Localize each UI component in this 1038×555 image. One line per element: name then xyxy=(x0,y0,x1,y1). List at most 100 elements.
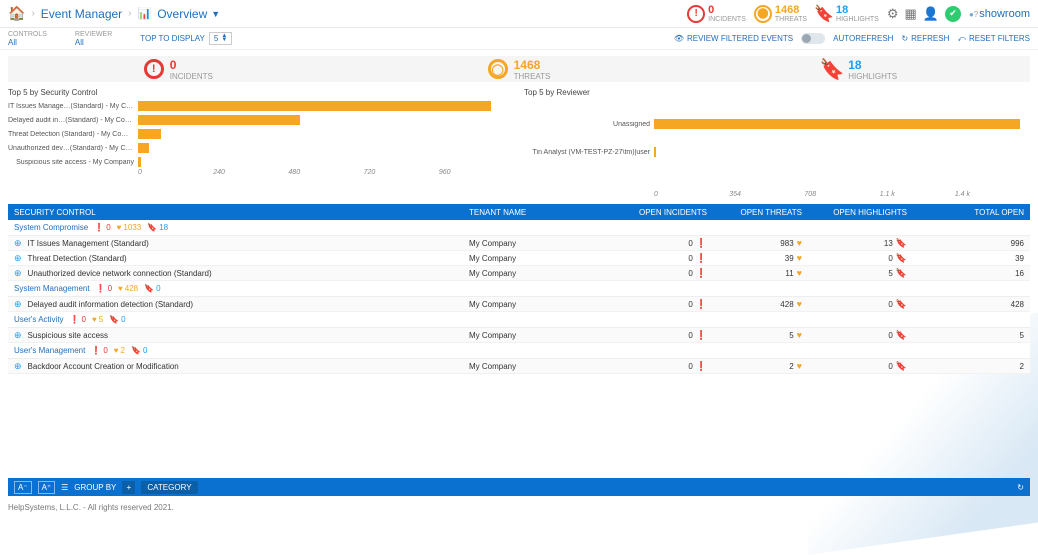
reset-filters-button[interactable]: ⤺RESET FILTERS xyxy=(957,34,1030,44)
th-tenant[interactable]: TENANT NAME xyxy=(463,208,618,217)
bar-fill xyxy=(138,129,161,139)
cell-control: IT Issues Management (Standard) xyxy=(28,239,149,248)
home-icon[interactable]: 🏠 xyxy=(8,5,25,22)
group-threats: ♥428 xyxy=(118,284,138,293)
incidents-icon: ❗ xyxy=(696,299,707,310)
group-incidents: ❗0 xyxy=(91,346,107,355)
breadcrumb-event-manager[interactable]: Event Manager xyxy=(41,7,122,21)
bar-label: Delayed audit in…(Standard) - My Compan xyxy=(8,117,138,124)
summary-label: INCIDENTS xyxy=(170,72,213,81)
filter-reviewer[interactable]: REVIEWER All xyxy=(75,31,112,47)
breadcrumb-overview[interactable]: Overview ▼ xyxy=(157,7,220,21)
font-increase-button[interactable]: A⁺ xyxy=(38,481,56,494)
user-icon[interactable]: 👤 xyxy=(923,6,939,22)
chart-bar: Threat Detection (Standard) - My Company xyxy=(8,127,514,141)
summary-threats[interactable]: ◯ 1468THREATS xyxy=(349,56,690,82)
settings-icon[interactable]: ⚙ xyxy=(887,6,899,22)
chart-bar: Delayed audit in…(Standard) - My Compan xyxy=(8,113,514,127)
expand-icon[interactable]: ⊕ xyxy=(14,361,22,371)
group-incidents: ❗0 xyxy=(94,223,110,232)
cell-highlights: 13 xyxy=(884,239,893,248)
table-group[interactable]: System Management❗0♥428🔖0 xyxy=(8,281,1030,297)
th-highlights[interactable]: OPEN HIGHLIGHTS xyxy=(808,208,913,217)
th-threats[interactable]: OPEN THREATS xyxy=(713,208,808,217)
table-row[interactable]: ⊕Delayed audit information detection (St… xyxy=(8,297,1030,312)
table-row[interactable]: ⊕ Unauthorized device network connection … xyxy=(8,266,1030,281)
avatar[interactable]: ✔ xyxy=(945,6,961,22)
top-display-stepper[interactable]: 5▲▼ xyxy=(209,32,232,45)
top-stat-threats[interactable]: ⬤ 1468THREATS xyxy=(754,4,807,23)
table-group[interactable]: User's Management❗0♥2🔖0 xyxy=(8,343,1030,359)
highlights-icon: 🔖 xyxy=(147,223,157,232)
expand-icon[interactable]: ⊕ xyxy=(14,238,22,248)
bar-label: Unassigned xyxy=(524,121,654,128)
expand-icon[interactable]: ⊕ xyxy=(14,268,22,278)
cell-incidents: 0 xyxy=(688,331,692,340)
reset-label: RESET FILTERS xyxy=(969,34,1030,43)
axis-tick: 0 xyxy=(138,169,213,176)
filter-controls[interactable]: CONTROLS All xyxy=(8,31,47,47)
cell-highlights: 0 xyxy=(888,300,892,309)
font-decrease-button[interactable]: A⁻ xyxy=(14,481,32,494)
axis-tick: 720 xyxy=(364,169,439,176)
bar-label: IT Issues Manage…(Standard) - My Compan xyxy=(8,103,138,110)
summary-strip: ! 0INCIDENTS ◯ 1468THREATS 🔖 18HIGHLIGHT… xyxy=(0,50,1038,86)
cell-control: Unauthorized device network connection (… xyxy=(28,269,212,278)
group-highlights: 🔖18 xyxy=(147,223,168,232)
table-header: SECURITY CONTROL TENANT NAME OPEN INCIDE… xyxy=(8,204,1030,220)
summary-value: 0 xyxy=(170,58,213,72)
table-row[interactable]: ⊕Suspicious site accessMy Company0❗5♥0🔖5 xyxy=(8,328,1030,343)
stat-label: HIGHLIGHTS xyxy=(836,16,879,23)
grid-icon[interactable]: ▦ xyxy=(904,6,916,22)
table-group[interactable]: User's Activity❗0♥5🔖0 xyxy=(8,312,1030,328)
autorefresh-toggle[interactable] xyxy=(801,33,825,44)
cell-total: 428 xyxy=(913,300,1030,309)
cell-control: Backdoor Account Creation or Modificatio… xyxy=(28,362,179,371)
chart-security-control: Top 5 by Security Control IT Issues Mana… xyxy=(8,86,514,198)
expand-icon[interactable]: ⊕ xyxy=(14,330,22,340)
group-name: System Management xyxy=(14,284,90,293)
group-name: User's Management xyxy=(14,346,85,355)
incidents-icon: ! xyxy=(687,5,705,23)
highlights-icon: 🔖 xyxy=(896,299,907,310)
cell-highlights: 0 xyxy=(888,254,892,263)
highlights-icon: 🔖 xyxy=(896,253,907,264)
threats-icon: ♥ xyxy=(118,284,123,293)
axis-tick: 240 xyxy=(213,169,288,176)
group-threats: ♥5 xyxy=(92,315,103,324)
highlights-icon: 🔖 xyxy=(896,268,907,279)
bar-fill xyxy=(138,115,300,125)
refresh-icon: ↻ xyxy=(901,34,908,43)
refresh-button[interactable]: ↻REFRESH xyxy=(901,34,949,43)
table-row[interactable]: ⊕IT Issues Management (Standard)My Compa… xyxy=(8,236,1030,251)
th-security-control[interactable]: SECURITY CONTROL xyxy=(8,208,463,217)
review-filtered-button[interactable]: 👁REVIEW FILTERED EVENTS xyxy=(674,34,793,43)
table-row[interactable]: ⊕Threat Detection (Standard)My Company0❗… xyxy=(8,251,1030,266)
chart-bar: Unauthorized dev…(Standard) - My Compan xyxy=(8,141,514,155)
chart-bar: Unassigned xyxy=(524,117,1030,131)
events-table: SECURITY CONTROL TENANT NAME OPEN INCIDE… xyxy=(8,204,1030,374)
cell-total: 996 xyxy=(913,239,1030,248)
top-stat-incidents[interactable]: ! 0INCIDENTS xyxy=(687,4,746,23)
expand-icon[interactable]: ⊕ xyxy=(14,253,22,263)
summary-incidents[interactable]: ! 0INCIDENTS xyxy=(8,56,349,82)
expand-icon[interactable]: ⊕ xyxy=(14,299,22,309)
add-group-button[interactable]: + xyxy=(122,481,135,494)
table-group[interactable]: System Compromise❗0♥1033🔖18 xyxy=(8,220,1030,236)
chart-bar: Suspicious site access - My Company xyxy=(8,155,514,169)
highlights-icon: 🔖 xyxy=(896,238,907,249)
table-row[interactable]: ⊕ Backdoor Account Creation or Modificati… xyxy=(8,359,1030,374)
th-total[interactable]: TOTAL OPEN xyxy=(913,208,1030,217)
sync-icon[interactable]: ↻ xyxy=(1017,483,1024,492)
highlights-icon: 🔖 xyxy=(131,346,141,355)
menu-icon[interactable]: ☰ xyxy=(61,483,68,492)
review-label: REVIEW FILTERED EVENTS xyxy=(687,34,793,43)
top-stat-highlights[interactable]: 🔖 18HIGHLIGHTS xyxy=(815,4,879,23)
overview-label: Overview xyxy=(157,7,207,21)
th-incidents[interactable]: OPEN INCIDENTS xyxy=(618,208,713,217)
chart-bar: Tin Analyst (VM-TEST-PZ-27\tm)|user xyxy=(524,145,1030,159)
filter-value: All xyxy=(8,38,47,47)
cell-incidents: 0 xyxy=(688,362,692,371)
summary-highlights[interactable]: 🔖 18HIGHLIGHTS xyxy=(689,56,1030,82)
group-chip-category[interactable]: CATEGORY xyxy=(141,481,197,494)
